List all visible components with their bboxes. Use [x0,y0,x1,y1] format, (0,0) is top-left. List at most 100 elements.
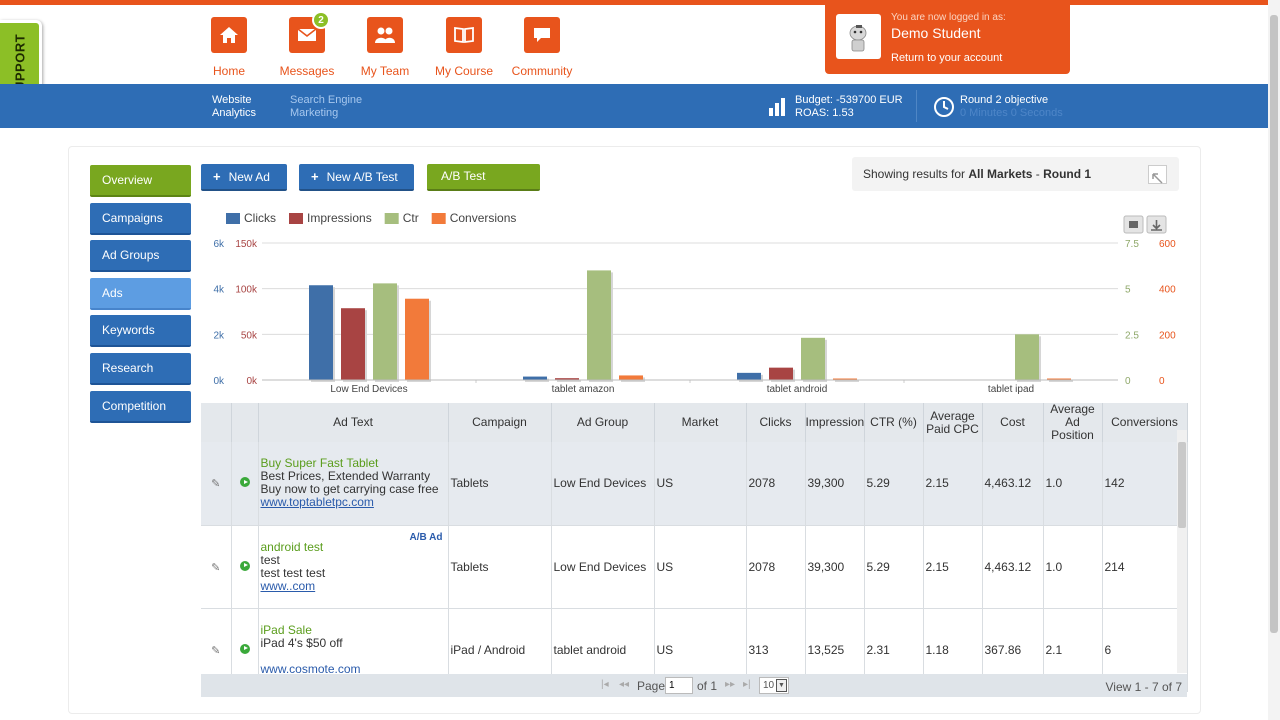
legend-swatch [289,213,303,224]
edit-icon[interactable]: ✎ [201,525,232,609]
nav-my-team[interactable]: My Team [350,17,420,78]
first-page-icon[interactable]: |◂ [601,679,609,690]
cost-cell: 4,463.12 [982,442,1044,526]
play-icon[interactable] [231,525,259,609]
nav-messages[interactable]: 2 Messages [272,11,342,78]
position-cell: 1.0 [1043,525,1103,609]
next-page-icon[interactable]: ▸▸ [725,679,736,690]
category-label: tablet ipad [988,384,1034,395]
new-ad-button[interactable]: + New Ad [201,164,287,191]
table-row[interactable]: ✎ A/B Ad android test test test test tes… [201,525,1188,609]
category-label: tablet amazon [552,384,615,395]
clicks-cell: 2078 [746,525,806,609]
new-ab-test-button[interactable]: + New A/B Test [299,164,414,191]
cpc-cell: 2.15 [923,442,983,526]
column-header-avg-position[interactable]: Average Ad Position [1043,403,1103,442]
column-header-clicks[interactable]: Clicks [746,403,806,442]
column-header-cost[interactable]: Cost [982,403,1044,442]
nav-community[interactable]: Community [507,17,577,78]
sidebar-item-overview[interactable]: Overview [90,165,191,197]
legend-swatch [384,213,399,224]
axis-tick-label: 600 [1159,239,1176,250]
envelope-icon: 2 [289,11,330,53]
return-to-account-link[interactable]: Return to your account [891,52,1003,64]
table-row[interactable]: ✎ Buy Super Fast Tablet Best Prices, Ext… [201,442,1188,526]
ad-url-link[interactable]: www..com [260,578,316,593]
avatar [836,14,881,59]
ab-test-results-button[interactable]: A/B Test Results [427,164,540,208]
ad-title: android test [260,539,324,554]
column-header-ad-group[interactable]: Ad Group [551,403,655,442]
bar [1047,378,1071,380]
table-scrollbar-thumb[interactable] [1178,442,1186,528]
of-pages-label: of 1 [697,679,718,693]
subnav-website-analytics[interactable]: Website Analytics [212,94,256,120]
team-icon [367,17,403,53]
prev-page-icon[interactable]: ◂◂ [619,679,630,690]
sidebar-item-competition[interactable]: Competition [90,390,191,423]
ad-line2: test test test [260,565,326,580]
column-header-impression[interactable]: Impression [805,403,865,442]
book-icon [446,17,482,53]
subnav-sem-line2: Marketing [290,107,339,119]
campaign-cell: Tablets [448,525,552,609]
column-header-ad-text[interactable]: Ad Text [258,403,449,442]
expand-icon[interactable] [1148,165,1167,184]
column-header-avg-cpc[interactable]: Average Paid CPC [923,403,983,442]
ad-url-link[interactable]: www.cosmote.com [260,661,361,676]
column-header-ctr[interactable]: CTR (%) [864,403,924,442]
sidebar-item-keywords[interactable]: Keywords [90,315,191,348]
table-scrollbar[interactable] [1177,430,1187,673]
axis-tick-label: 200 [1159,330,1176,341]
clock-icon [934,97,954,117]
user-name: Demo Student [891,25,981,41]
column-header-market[interactable]: Market [654,403,747,442]
sidebar-item-research[interactable]: Research [90,352,191,385]
position-cell: 1.0 [1043,442,1103,526]
ad-line2: Buy now to get carrying case free [260,482,439,497]
play-icon[interactable] [231,442,259,526]
nav-my-course[interactable]: My Course [429,17,499,78]
column-header-campaign[interactable]: Campaign [448,403,552,442]
ads-grid: Ad Text Campaign Ad Group Market Clicks … [201,403,1188,692]
ad-url-link[interactable]: www.toptabletpc.com [260,495,374,510]
bar [555,378,579,380]
bar [587,270,611,380]
window-scrollbar[interactable] [1268,0,1280,720]
market-cell: US [654,442,747,526]
nav-home[interactable]: Home [194,17,264,78]
bar [833,378,857,380]
ctr-cell: 5.29 [864,442,924,526]
home-icon [211,17,247,53]
legend-label: Conversions [450,211,517,225]
sidebar-item-campaigns[interactable]: Campaigns [90,202,191,235]
subnav-search-engine-marketing[interactable]: Search Engine Marketing [290,94,362,120]
category-label: tablet android [767,384,828,395]
table-pager: |◂ ◂◂ Page of 1 ▸▸ ▸| 10 ▼ View 1 - 7 of… [201,674,1187,697]
ad-line2 [261,650,446,663]
ad-group-cell: Low End Devices [551,525,655,609]
sidebar-item-ad-groups[interactable]: Ad Groups [90,240,191,273]
ad-text-cell: Buy Super Fast Tablet Best Prices, Exten… [258,442,449,526]
bar [341,308,365,380]
page-input[interactable] [665,677,693,694]
bar [523,376,547,380]
bar [373,283,397,380]
edit-icon[interactable]: ✎ [201,442,232,526]
new-ab-test-label: New A/B Test [326,170,398,184]
last-page-icon[interactable]: ▸| [743,679,751,690]
axis-tick-label: 0k [246,376,258,387]
budget-value: Budget: -539700 EUR [795,94,903,106]
conversions-cell: 214 [1102,525,1188,609]
per-page-select[interactable]: 10 ▼ [759,677,789,694]
sidebar-item-ads[interactable]: Ads [90,277,191,310]
showing-market: All Markets [968,167,1033,181]
plus-icon: + [311,169,319,184]
legend-swatch [226,213,240,224]
window-scrollbar-thumb[interactable] [1270,15,1278,633]
ad-title: Buy Super Fast Tablet [260,456,379,471]
column-header-conversions[interactable]: Conversions [1102,403,1188,442]
nav-my-course-label: My Course [434,64,493,78]
ad-line1: Best Prices, Extended Warranty [260,469,431,484]
column-header [231,403,259,442]
